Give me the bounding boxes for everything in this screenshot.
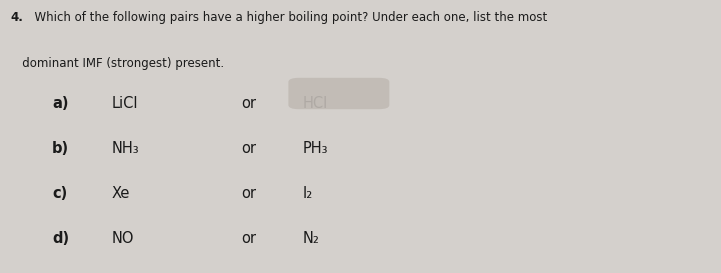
Text: or: or bbox=[242, 232, 257, 246]
Text: or: or bbox=[242, 96, 257, 111]
Text: or: or bbox=[242, 141, 257, 156]
Text: HCl: HCl bbox=[303, 96, 328, 111]
Text: Xe: Xe bbox=[112, 186, 130, 201]
Text: NH₃: NH₃ bbox=[112, 141, 139, 156]
FancyBboxPatch shape bbox=[288, 78, 389, 109]
Text: N₂: N₂ bbox=[303, 232, 319, 246]
Text: Which of the following pairs have a higher boiling point? Under each one, list t: Which of the following pairs have a high… bbox=[27, 11, 547, 24]
Text: LiCl: LiCl bbox=[112, 96, 138, 111]
Text: c): c) bbox=[52, 186, 67, 201]
Text: 4.: 4. bbox=[11, 11, 24, 24]
Text: NO: NO bbox=[112, 232, 134, 246]
Text: a): a) bbox=[52, 96, 68, 111]
Text: PH₃: PH₃ bbox=[303, 141, 328, 156]
Text: d): d) bbox=[52, 232, 69, 246]
Text: b): b) bbox=[52, 141, 69, 156]
Text: dominant IMF (strongest) present.: dominant IMF (strongest) present. bbox=[11, 57, 224, 70]
Text: or: or bbox=[242, 186, 257, 201]
Text: I₂: I₂ bbox=[303, 186, 313, 201]
